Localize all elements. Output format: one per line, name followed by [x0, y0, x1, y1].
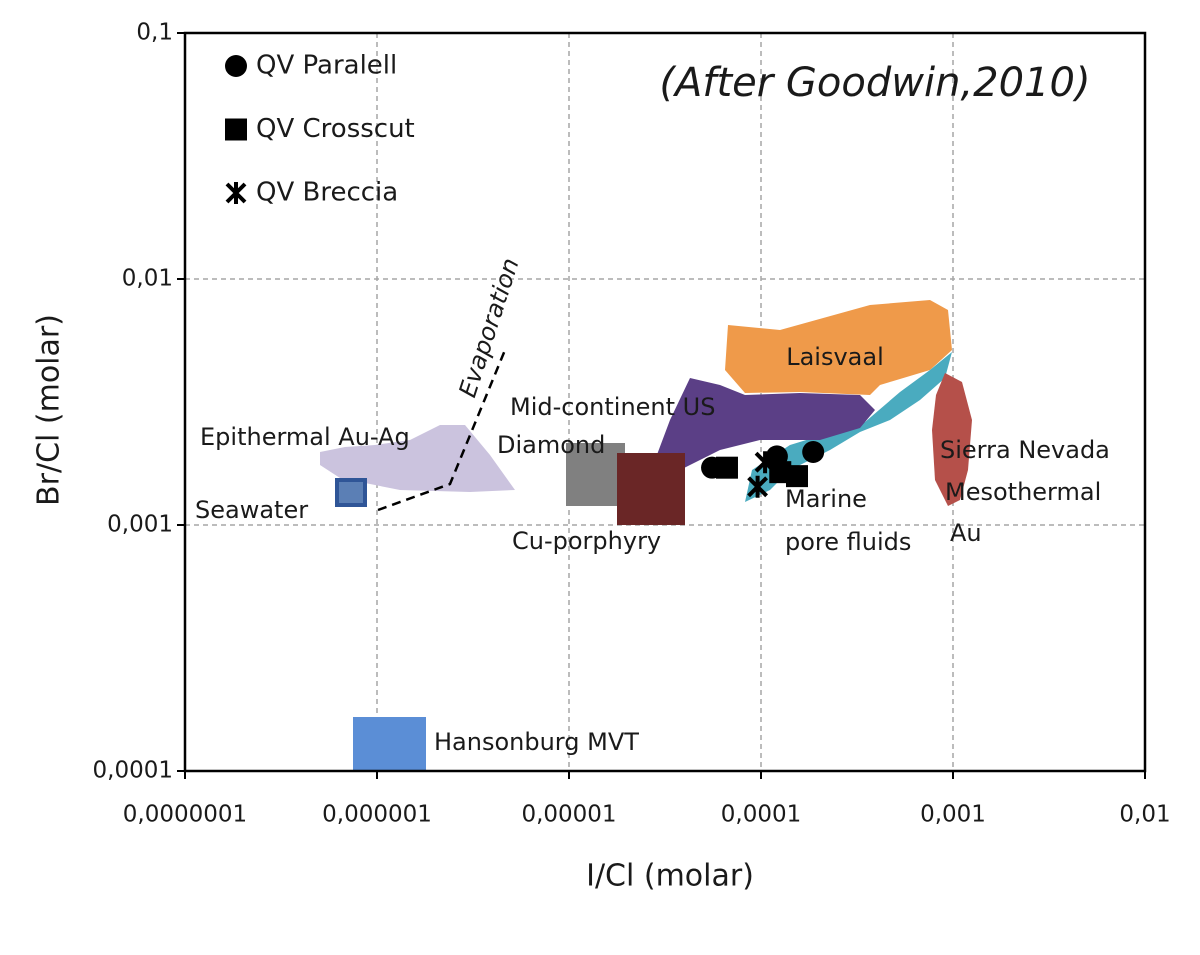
- region-sierra-nevada: [932, 373, 972, 506]
- point: [802, 441, 825, 464]
- annotation: pore fluids: [785, 528, 911, 556]
- point: [786, 465, 809, 488]
- annotation: Cu-porphyry: [512, 527, 661, 555]
- region-hansonburg: [353, 717, 426, 771]
- legend-label: QV Breccia: [256, 178, 398, 208]
- annotation: Mesothermal: [945, 478, 1101, 506]
- regions: [320, 300, 972, 771]
- x-tick-label: 0,001: [920, 802, 986, 828]
- annotation: Sierra Nevada: [940, 436, 1110, 464]
- annotation: Mid-continent US: [510, 393, 715, 421]
- point: [769, 461, 792, 484]
- evaporation-line: [377, 349, 507, 512]
- annotation: Epithermal Au-Ag: [200, 423, 410, 451]
- annotation: Laisvaal: [786, 343, 884, 371]
- legend-marker: [225, 182, 247, 204]
- x-tick-label: 0,0001: [721, 802, 801, 828]
- point: [747, 475, 769, 498]
- y-tick-label: 0,001: [107, 512, 173, 538]
- annotation: Au: [950, 519, 982, 547]
- x-axis-label: I/Cl (molar): [586, 859, 754, 894]
- region-marine: [745, 352, 952, 502]
- legend-label: QV Paralell: [256, 51, 397, 81]
- x-tick-label: 0,00001: [521, 802, 616, 828]
- annotation: Diamond: [497, 431, 605, 459]
- annotation: Marine: [785, 485, 867, 513]
- legend-marker: [225, 55, 247, 77]
- region-diamond: [566, 443, 625, 506]
- x-tick-label: 0,0000001: [123, 802, 247, 828]
- plot-frame: [183, 31, 1147, 773]
- point: [754, 451, 776, 474]
- x-tick-label: 0,01: [1119, 802, 1170, 828]
- x-tick-label: 0,000001: [322, 802, 432, 828]
- region-laisvaal: [725, 300, 952, 395]
- region-seawater: [335, 478, 367, 507]
- point: [715, 456, 738, 479]
- region-mid-continent: [655, 378, 875, 470]
- annotation: Hansonburg MVT: [434, 728, 639, 756]
- annotation: Seawater: [195, 496, 308, 524]
- legend-label: QV Crosscut: [256, 114, 415, 144]
- marks: [701, 441, 825, 498]
- y-axis-label: Br/Cl (molar): [32, 314, 67, 506]
- y-tick-label: 0,1: [136, 20, 173, 46]
- annotation: (After Goodwin,2010): [659, 60, 1090, 106]
- y-tick-label: 0,01: [122, 266, 173, 292]
- region-cu-porphyry: [617, 453, 685, 525]
- legend-marker: [225, 118, 247, 141]
- y-tick-label: 0,0001: [93, 758, 173, 784]
